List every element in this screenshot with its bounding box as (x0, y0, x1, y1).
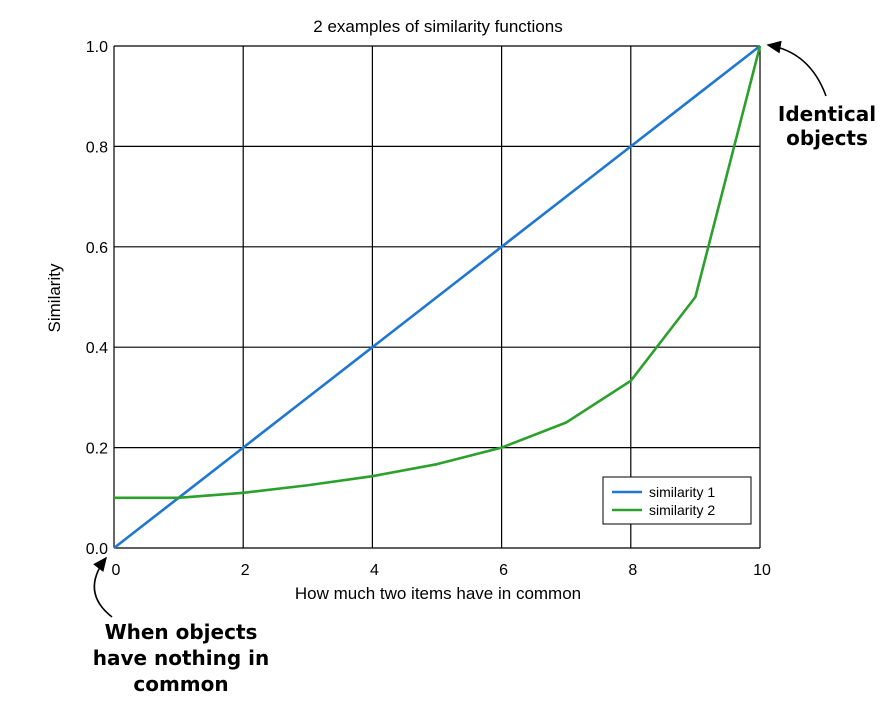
annotation-text-identical-line-1: Identical (778, 102, 876, 126)
annotation-text-nothing-line-1: When objects (105, 620, 258, 644)
annotation-text-identical-line-2: objects (786, 126, 868, 150)
annotation-text-nothing-line-2: have nothing in (93, 646, 270, 670)
y-tick-label: 0.2 (86, 441, 108, 458)
x-tick-label: 4 (370, 562, 379, 579)
series-lines (113, 44, 762, 550)
y-tick-label: 0.8 (86, 139, 108, 156)
annotation-identical-objects: Identical objects (766, 40, 876, 150)
legend-box (602, 476, 752, 525)
tick-labels: 0 2 4 6 8 10 0.0 0.2 0.4 0.6 0.8 1.0 (86, 39, 771, 579)
y-tick-label: 0.6 (86, 240, 108, 257)
y-axis-label: Similarity (45, 263, 64, 332)
series-line-similarity-1 (113, 44, 761, 550)
grid (113, 45, 761, 549)
annotation-nothing-in-common: When objects have nothing in common (93, 556, 270, 696)
series-line-similarity-2 (114, 45, 762, 500)
legend-label-similarity-2: similarity 2 (649, 502, 715, 518)
legend: similarity 1 similarity 2 (602, 476, 752, 525)
y-tick-label: 1.0 (86, 39, 108, 56)
x-tick-label: 0 (112, 562, 121, 579)
x-axis-label: How much two items have in common (295, 584, 581, 603)
legend-label-similarity-1: similarity 1 (649, 484, 715, 500)
x-tick-label: 8 (628, 562, 637, 579)
x-tick-label: 10 (753, 562, 771, 579)
chart-title: 2 examples of similarity functions (313, 17, 562, 36)
x-tick-label: 6 (499, 562, 508, 579)
annotation-arrow-nothing (93, 556, 113, 618)
x-tick-label: 2 (241, 562, 250, 579)
annotation-arrow-identical (766, 40, 827, 97)
y-tick-label: 0.0 (86, 541, 108, 558)
annotation-text-nothing-line-3: common (133, 672, 228, 696)
y-tick-label: 0.4 (86, 340, 108, 357)
